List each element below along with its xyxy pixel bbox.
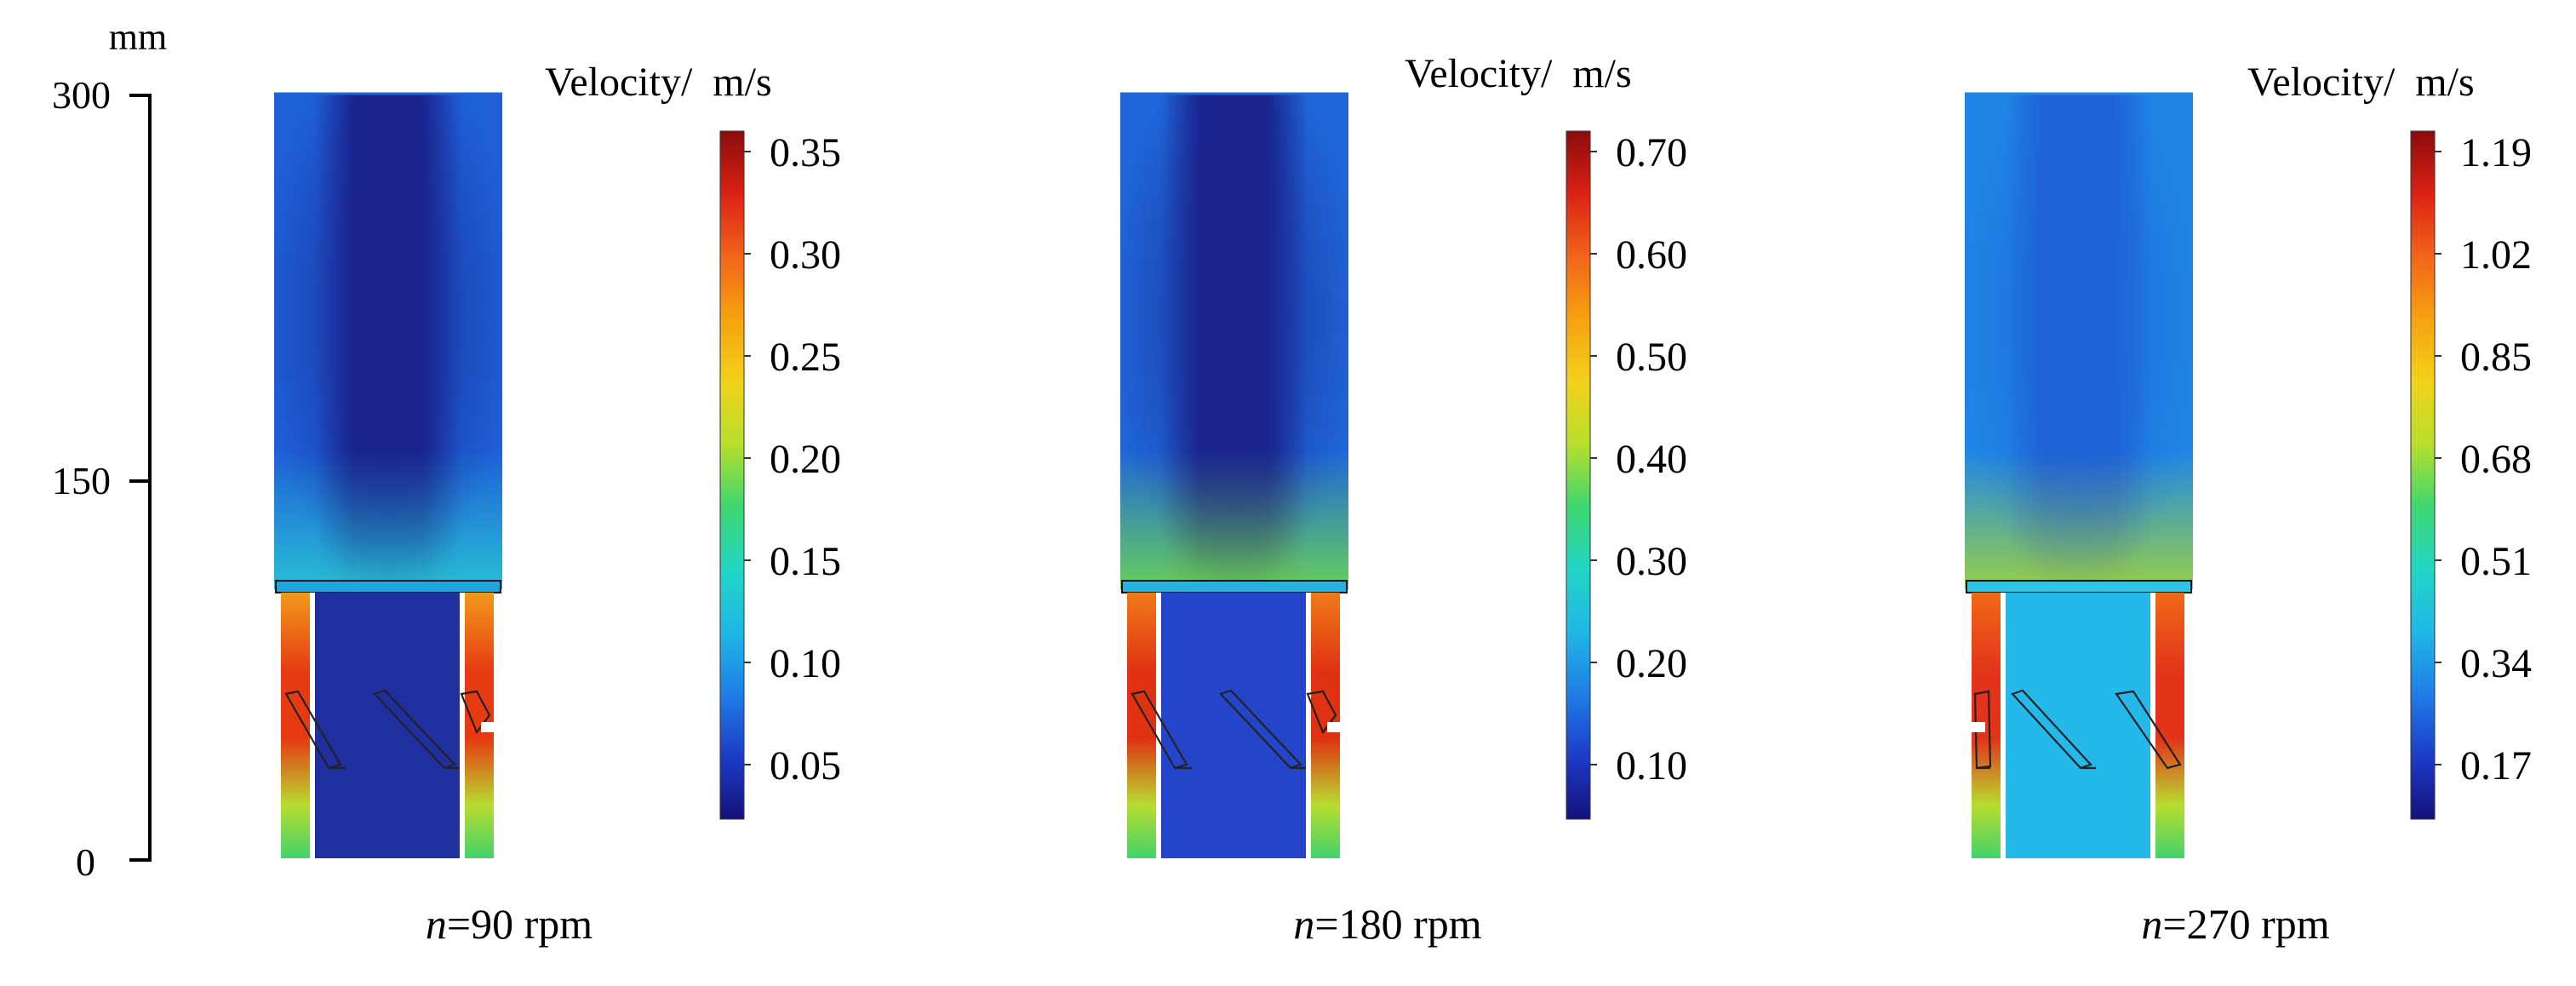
- colorbar-tick-label: 0.70: [1616, 130, 1687, 175]
- rpm-caption-value: =180 rpm: [1314, 900, 1481, 948]
- colorbar-tick-label: 0.50: [1616, 335, 1687, 380]
- colorbar-tick-label: 1.02: [2460, 232, 2532, 278]
- left-wall-gap: [2001, 593, 2006, 858]
- left-wall-gap: [310, 593, 315, 858]
- colorbar-tick-label: 0.10: [770, 641, 841, 686]
- colorbar: Velocity/ m/s 0.700.600.500.400.300.200.…: [1405, 51, 1687, 820]
- colorbar-gradient: [2410, 130, 2436, 820]
- colorbar-title: Velocity/ m/s: [1405, 51, 1632, 96]
- reactor-contour: [1120, 92, 1348, 858]
- left-inlet-slot: [1968, 722, 1985, 732]
- lower-core: [2006, 593, 2150, 858]
- rpm-caption-variable: n: [426, 900, 447, 948]
- rpm-caption-value: =270 rpm: [2162, 900, 2329, 948]
- left-annulus: [281, 593, 310, 858]
- right-inlet-slot: [1327, 722, 1344, 732]
- colorbar-tick-label: 1.19: [2460, 130, 2532, 175]
- rpm-caption-variable: n: [1293, 900, 1314, 948]
- rpm-caption-variable: n: [2141, 900, 2162, 948]
- baffle-plate: [1966, 580, 2192, 593]
- impeller-blade-center: [1219, 689, 1302, 770]
- left-wall-gap: [1156, 593, 1161, 858]
- axis-tick-label-300: 300: [52, 73, 111, 117]
- height-axis: mm 300 150 0: [52, 16, 167, 884]
- impeller-blade-right: [460, 690, 491, 735]
- rpm-caption: n=90 rpm: [426, 900, 592, 948]
- colorbar-tick-label: 0.51: [2460, 539, 2532, 584]
- baffle-plate: [1121, 580, 1348, 593]
- axis-unit-label: mm: [109, 16, 167, 58]
- axis-tick-label-150: 150: [52, 459, 111, 502]
- colorbar-tick-label: 0.25: [770, 335, 841, 380]
- panel-90rpm: Velocity/ m/s 0.350.300.250.200.150.100.…: [274, 60, 841, 948]
- colorbar-ticks: 1.19 1.02 0.85 0.68 0.51 0.34 0.17: [2435, 130, 2532, 788]
- colorbar-tick-label: 0.30: [1616, 539, 1687, 584]
- upper-core: [1120, 94, 1348, 589]
- impeller-blades: [1973, 689, 2182, 770]
- colorbar-ticks: 0.35 0.30 0.25 0.20 0.15 0.10 0.05: [744, 130, 841, 788]
- colorbar-tick-label: 0.85: [2460, 335, 2532, 380]
- upper-core: [1965, 94, 2193, 589]
- right-annulus: [2155, 593, 2184, 858]
- colorbar-tick-label: 0.15: [770, 539, 841, 584]
- colorbar-gradient: [1566, 130, 1591, 820]
- colorbar-title: Velocity/ m/s: [2247, 60, 2475, 105]
- impeller-blades: [1131, 689, 1337, 770]
- upper-core: [274, 94, 502, 589]
- impeller-blade-left: [284, 690, 342, 770]
- axis-tick-label-0: 0: [76, 840, 95, 884]
- impeller-blade-center: [2011, 689, 2092, 770]
- impeller-blades: [284, 689, 491, 770]
- colorbar-tick-label: 0.05: [770, 743, 841, 788]
- rpm-caption: n=270 rpm: [2141, 900, 2329, 948]
- colorbar: Velocity/ m/s 0.350.300.250.200.150.100.…: [545, 60, 841, 820]
- right-wall-gap: [460, 593, 465, 858]
- colorbar-tick-label: 0.60: [1616, 232, 1687, 278]
- panel-180rpm: Velocity/ m/s 0.700.600.500.400.300.200.…: [1120, 51, 1687, 948]
- lower-core: [315, 593, 460, 858]
- right-wall-gap: [2150, 593, 2155, 858]
- colorbar-tick-label: 0.68: [2460, 437, 2532, 482]
- colorbar-gradient: [719, 130, 745, 820]
- impeller-blade-left: [1973, 690, 1992, 770]
- left-annulus: [1127, 593, 1156, 858]
- impeller-blade-right: [2115, 690, 2182, 770]
- impeller-blade-left: [1131, 690, 1188, 770]
- right-wall-gap: [1306, 593, 1311, 858]
- right-inlet-slot: [481, 722, 498, 732]
- colorbar-ticks: 0.70 0.60 0.50 0.40 0.30 0.20 0.10: [1590, 130, 1687, 788]
- reactor-contour: [274, 92, 502, 858]
- rpm-caption: n=180 rpm: [1293, 900, 1481, 948]
- colorbar-tick-label: 0.10: [1616, 743, 1687, 788]
- colorbar-tick-label: 0.17: [2460, 743, 2532, 788]
- colorbar-tick-label: 0.30: [770, 232, 841, 278]
- colorbar-title: Velocity/ m/s: [545, 60, 772, 105]
- colorbar: Velocity/ m/s 1.19 1.02 0.85 0.68 0.51 0.34 0.…: [2247, 60, 2532, 820]
- impeller-blade-right: [1306, 690, 1337, 735]
- impeller-blade-center: [373, 689, 456, 770]
- colorbar-tick-label: 0.35: [770, 130, 841, 175]
- colorbar-tick-label: 0.40: [1616, 437, 1687, 482]
- reactor-contour: [1965, 92, 2193, 858]
- rpm-caption-value: =90 rpm: [447, 900, 592, 948]
- baffle-plate: [275, 580, 501, 593]
- colorbar-tick-label: 0.20: [1616, 641, 1687, 686]
- colorbar-tick-label: 0.34: [2460, 641, 2532, 686]
- panel-270rpm: Velocity/ m/s 1.19 1.02 0.85 0.68 0.51 0.34 0.…: [1965, 60, 2532, 948]
- colorbar-tick-label: 0.20: [770, 437, 841, 482]
- lower-core: [1161, 593, 1306, 858]
